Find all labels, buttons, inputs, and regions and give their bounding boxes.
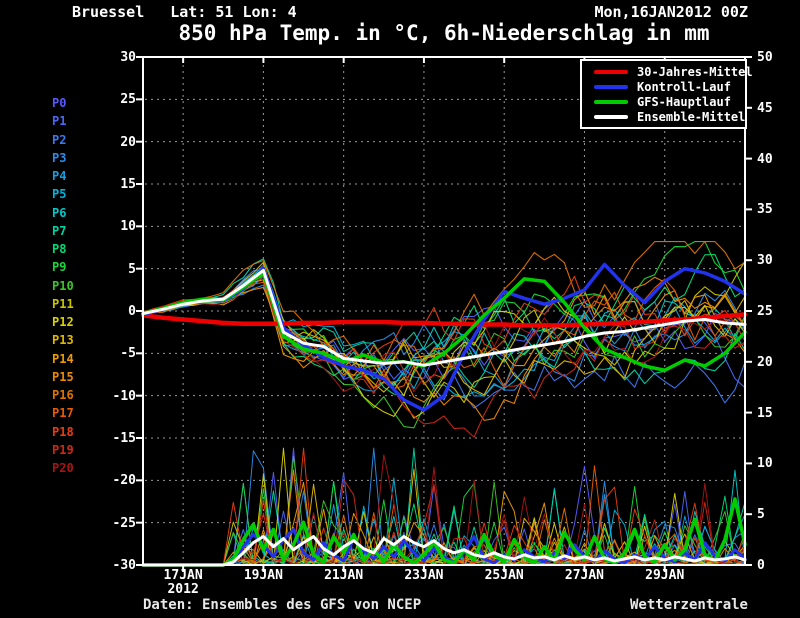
member-label-P13: P13: [52, 333, 74, 348]
member-label-P17: P17: [52, 406, 74, 421]
member-label-P16: P16: [52, 388, 74, 402]
legend-item: GFS-Hauptlauf: [582, 95, 745, 109]
precip-tick-label: 15: [757, 405, 773, 421]
member-label-P3: P3: [52, 150, 67, 165]
date-label: 27JAN: [564, 568, 605, 583]
member-label-P18: P18: [52, 424, 74, 439]
date-label: 25JAN: [484, 568, 524, 583]
member-temp-line-P15: [142, 276, 746, 421]
precip-tick-label: 10: [757, 456, 773, 472]
member-label-P8: P8: [52, 242, 67, 256]
temp-tick-label: -15: [112, 431, 136, 446]
temp-tick-label: -10: [112, 388, 136, 404]
member-temp-line-P9: [142, 241, 746, 381]
member-temp-line-P11: [142, 260, 746, 404]
date-label: 19JAN: [243, 568, 283, 583]
member-temp-line-P2: [142, 268, 746, 409]
precip-tick-label: 20: [757, 354, 773, 370]
run-datetime: Mon,16JAN2012 00Z: [594, 3, 748, 21]
temp-tick-label: 30: [120, 50, 136, 65]
legend-swatch: [594, 114, 628, 119]
temp-tick-label: -20: [112, 473, 136, 489]
temp-tick-label: 5: [128, 261, 136, 277]
chart-title: 850 hPa Temp. in °C, 6h-Niederschlag in …: [178, 21, 710, 45]
temp-tick-label: 25: [120, 92, 136, 108]
member-label-P9: P9: [52, 260, 67, 275]
legend-label: GFS-Hauptlauf: [637, 94, 731, 109]
member-precip-line-P13: [142, 468, 746, 566]
station-name: Bruessel: [72, 3, 145, 21]
legend-item: Ensemble-Mittel: [582, 110, 745, 124]
precip-line-Ensemble-Mittel: [141, 535, 747, 567]
temp-tick-label: -30: [112, 558, 136, 573]
plot-frame-and-ticks: [136, 56, 752, 572]
date-label: 21JAN: [324, 568, 364, 583]
member-label-P19: P19: [52, 442, 74, 457]
temp-tick-label: 15: [120, 177, 136, 192]
precip-tick-label: 5: [757, 507, 765, 523]
member-label-P1: P1: [52, 114, 67, 129]
member-label-P0: P0: [52, 96, 67, 110]
legend-label: Ensemble-Mittel: [637, 109, 746, 124]
member-precip-line-P1: [142, 472, 746, 566]
footer: Daten: Ensembles des GFS von NCEP Wetter…: [143, 597, 748, 613]
member-precip-line-P15: [142, 469, 746, 566]
date-label: 29JAN: [645, 568, 685, 583]
precip-tick-label: 30: [757, 253, 773, 269]
member-label-P14: P14: [52, 351, 74, 366]
precip-tick-label: 45: [757, 100, 773, 116]
legend-swatch: [594, 99, 628, 104]
legend-item: Kontroll-Lauf: [582, 80, 745, 94]
temp-line-30-Jahres-Mittel: [140, 312, 748, 328]
member-label-P15: P15: [52, 369, 74, 384]
member-temp-line-P6: [142, 267, 746, 387]
footer-source: Daten: Ensembles des GFS von NCEP: [143, 597, 422, 613]
station-coords: Lat: 51 Lon: 4: [170, 3, 297, 21]
temp-tick-label: -25: [112, 515, 136, 531]
precip-tick-label: 0: [757, 558, 765, 573]
temp-tick-label: 20: [120, 134, 136, 150]
member-label-P4: P4: [52, 169, 67, 183]
header: Bruessel Lat: 51 Lon: 4 Mon,16JAN2012 00…: [72, 3, 748, 21]
footer-brand: Wetterzentrale: [629, 597, 748, 613]
date-label: 23JAN: [404, 568, 444, 583]
temp-line-Ensemble-Mittel: [141, 268, 747, 367]
member-label-P20: P20: [52, 461, 74, 475]
precip-tick-label: 50: [757, 50, 773, 65]
member-precip-line-P6: [142, 469, 746, 566]
legend-item: 30-Jahres-Mittel: [582, 65, 753, 79]
member-label-P12: P12: [52, 315, 74, 329]
member-temp-line-P16: [142, 241, 746, 364]
precip-tick-label: 35: [757, 202, 773, 218]
plot-frame: [142, 56, 746, 566]
temp-tick-label: -5: [120, 346, 136, 362]
date-label: 17JAN: [163, 568, 203, 583]
main-series-lines: [140, 262, 748, 567]
temp-line-Kontroll-Lauf: [141, 262, 747, 412]
legend-label: 30-Jahres-Mittel: [637, 64, 753, 79]
legend-swatch: [594, 69, 628, 74]
member-label-P5: P5: [52, 187, 67, 202]
precip-tick-label: 40: [757, 151, 773, 167]
year-label: 2012: [167, 582, 199, 597]
temp-tick-label: 10: [120, 219, 136, 235]
legend-swatch: [594, 84, 628, 89]
member-label-P10: P10: [52, 278, 74, 293]
precip-line-GFS-Hauptlauf: [141, 497, 747, 567]
legend: 30-Jahres-Mittel Kontroll-Lauf GFS-Hauptla…: [580, 59, 753, 129]
member-label-P6: P6: [52, 205, 67, 220]
temp-tick-label: 0: [128, 304, 136, 319]
precip-tick-label: 25: [757, 304, 773, 319]
member-label-P2: P2: [52, 132, 67, 147]
legend-label: Kontroll-Lauf: [637, 79, 731, 94]
member-label-P11: P11: [52, 296, 74, 311]
member-label-P7: P7: [52, 223, 67, 238]
member-temp-line-P10: [142, 274, 746, 429]
